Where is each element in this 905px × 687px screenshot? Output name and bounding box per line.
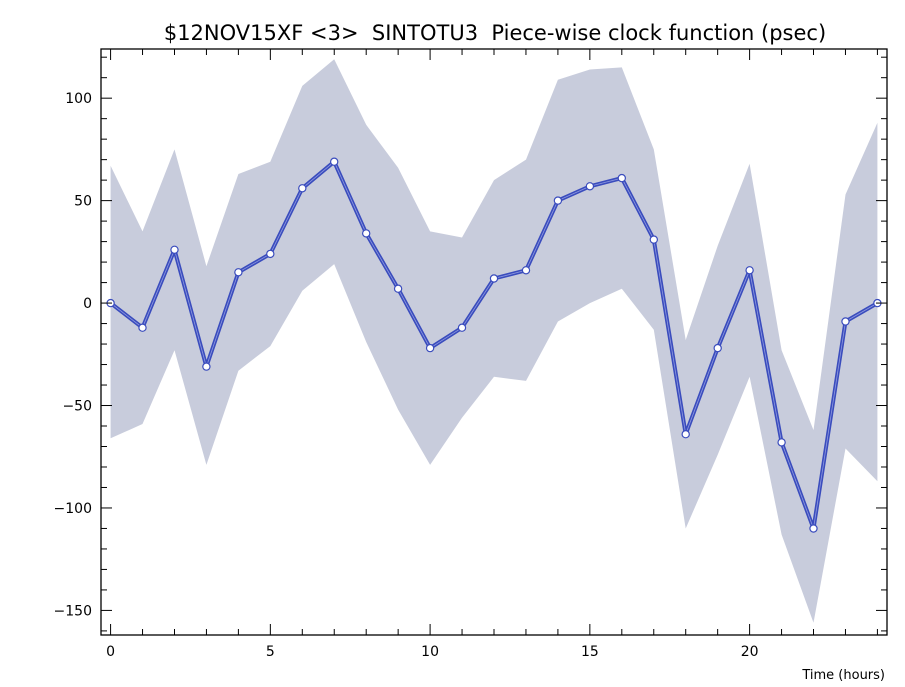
chart-title: $12NOV15XF <3> SINTOTU3 Piece-wise clock… (164, 21, 826, 45)
data-point (489, 274, 499, 283)
data-point (617, 173, 627, 183)
data-point (170, 245, 179, 254)
data-point (553, 196, 563, 205)
data-point (330, 157, 339, 166)
error-band-area (110, 59, 878, 623)
x-axis-label: Time (hours) (801, 668, 885, 683)
data-point (745, 266, 754, 275)
uncertainty-band (110, 59, 878, 623)
data-point (809, 524, 818, 533)
axes: 0 5 10 15 20 −150 −100 −50 0 50 100 (54, 48, 888, 660)
data-point (234, 268, 243, 277)
y-tick-label: 0 (83, 296, 92, 312)
x-tick-label: 10 (421, 644, 439, 660)
x-tick-label: 20 (741, 644, 759, 660)
data-point (585, 182, 595, 191)
y-tick-label: 100 (65, 91, 92, 107)
data-point (649, 235, 659, 244)
data-point (681, 430, 690, 439)
x-tick-label: 5 (266, 644, 275, 660)
y-tick-label: −150 (54, 603, 92, 619)
y-tick-label: −50 (62, 399, 92, 415)
y-tick-label: 50 (74, 194, 92, 210)
data-point (713, 343, 722, 353)
x-tick-label: 15 (581, 644, 599, 660)
x-tick-label: 0 (106, 644, 115, 660)
data-point (777, 438, 786, 447)
data-point (362, 229, 371, 238)
data-point (393, 284, 403, 293)
data-point (425, 343, 435, 353)
data-point (298, 184, 307, 193)
series-layer (106, 157, 882, 533)
data-point (266, 249, 275, 259)
y-tick-label: −100 (54, 501, 92, 517)
data-point (841, 317, 850, 326)
data-point (138, 323, 147, 332)
data-point (202, 362, 211, 371)
data-point (521, 266, 531, 275)
data-point (457, 323, 467, 332)
